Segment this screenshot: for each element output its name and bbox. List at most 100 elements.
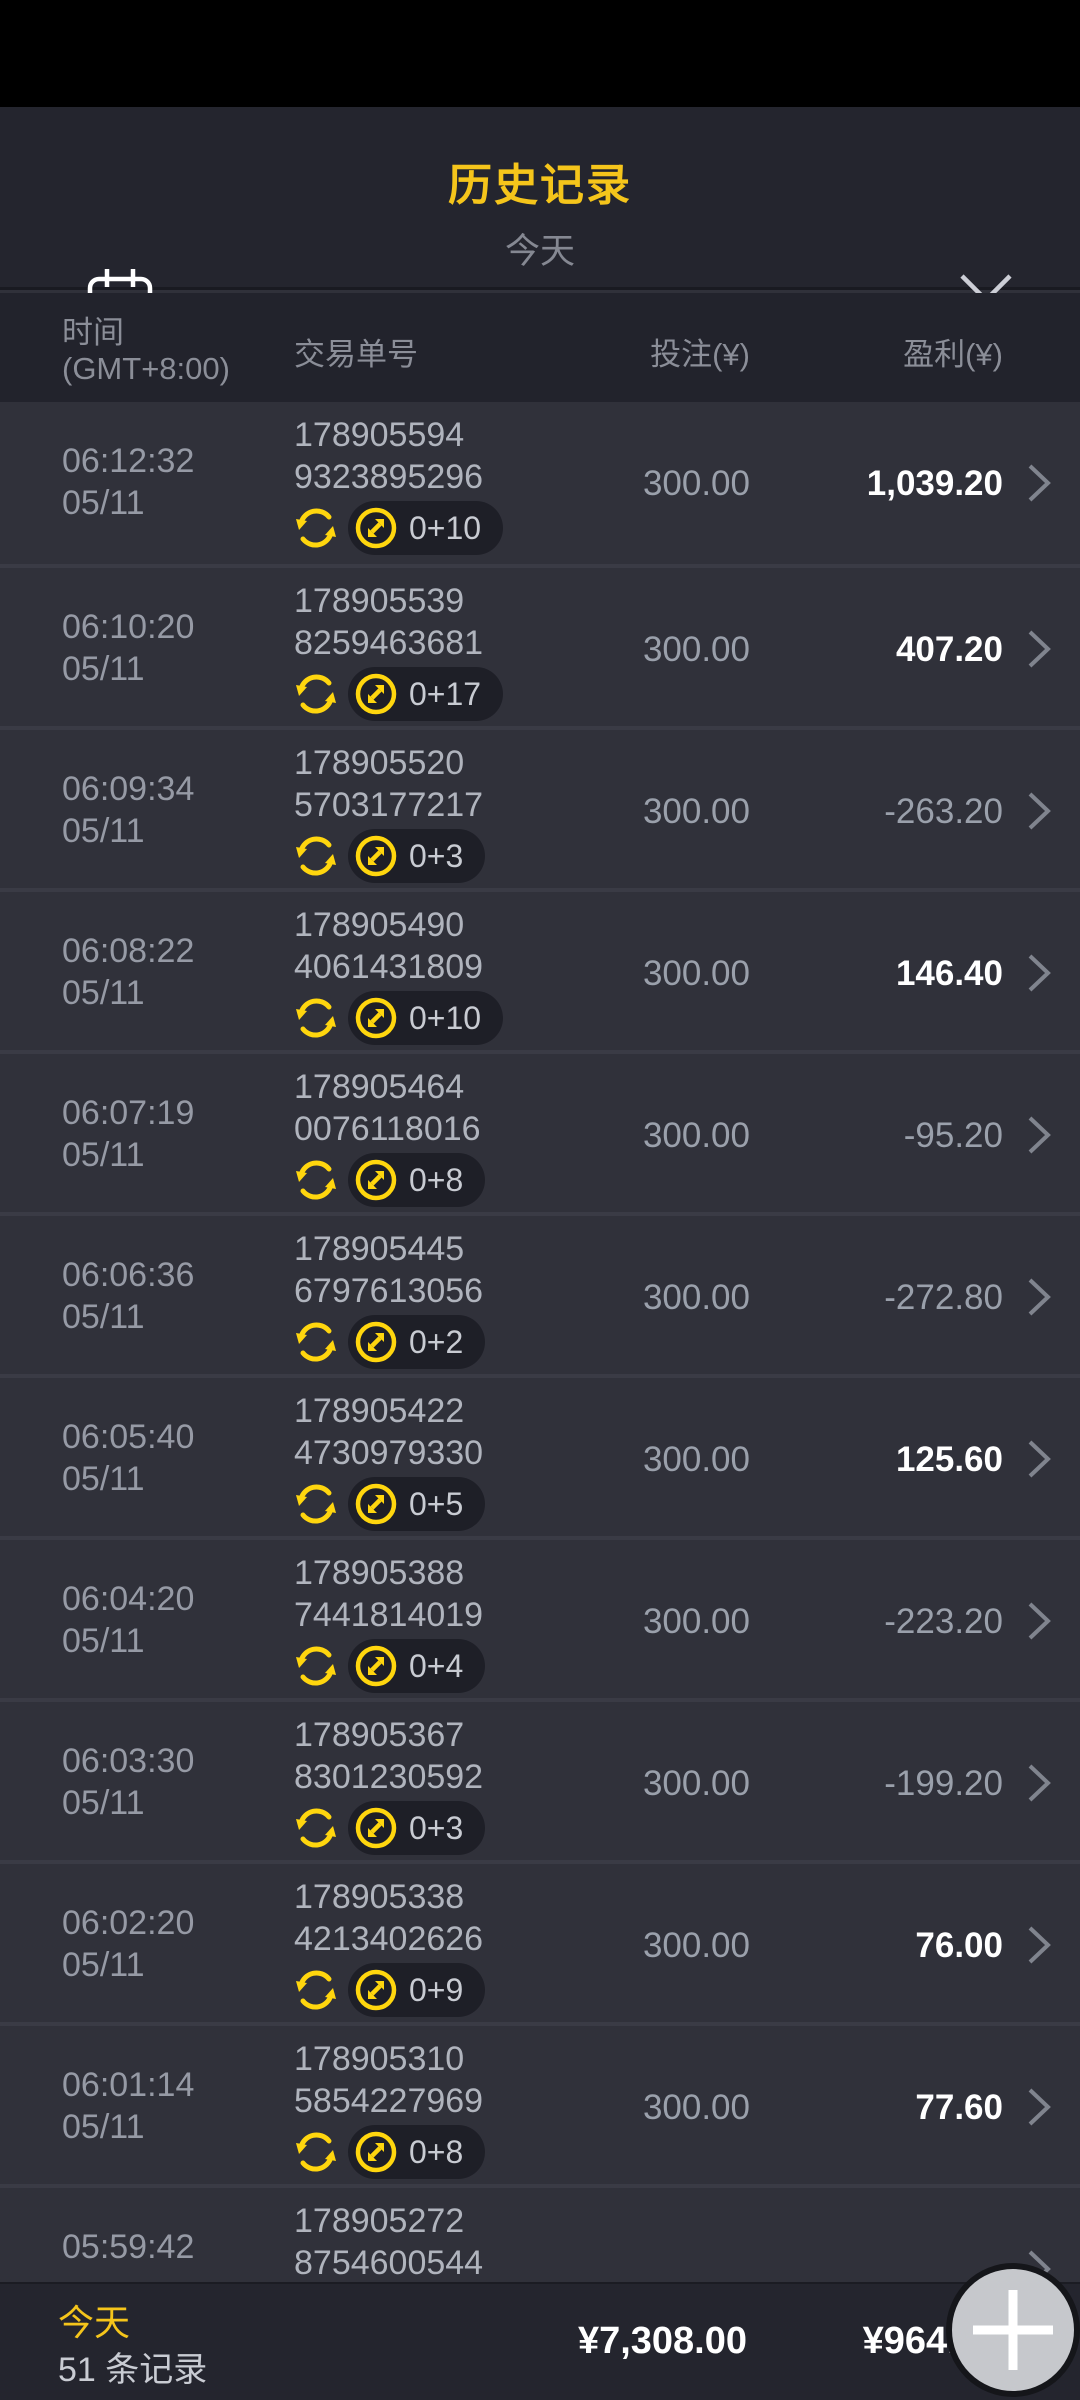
table-row[interactable]: 05:59:42 178905272 8754600544 xyxy=(0,2184,1080,2282)
duration-pill: 0+2 xyxy=(348,1315,486,1369)
duration-pill: 0+8 xyxy=(348,1153,486,1207)
row-time: 06:06:36 xyxy=(62,1256,195,1294)
row-date: 05/11 xyxy=(62,1946,145,1984)
summary-footer: 今天 51 条记录 ¥7,308.00 ¥964.94 xyxy=(0,2282,1080,2400)
col-header-order: 交易单号 xyxy=(294,337,418,372)
order-id-line1: 178905445 xyxy=(294,1230,465,1268)
row-icons: 0+8 xyxy=(292,2125,486,2179)
chevron-right-icon[interactable] xyxy=(1026,790,1052,832)
duration-badge: 0+8 xyxy=(409,1161,464,1198)
table-row[interactable]: 06:01:14 05/11 178905310 5854227969 0+8 xyxy=(0,2022,1080,2184)
duration-pill: 0+3 xyxy=(348,829,486,883)
chevron-right-icon[interactable] xyxy=(1026,1276,1052,1318)
refresh-icon xyxy=(296,1646,336,1686)
duration-pill: 0+10 xyxy=(348,501,504,555)
bet-amount: 300.00 xyxy=(642,1278,750,1317)
profit-amount: 1,039.20 xyxy=(866,464,1003,503)
order-id-line2: 9323895296 xyxy=(294,458,484,496)
refresh-icon xyxy=(296,1808,336,1848)
bet-amount: 300.00 xyxy=(642,1602,750,1641)
chevron-right-icon[interactable] xyxy=(1026,1438,1052,1480)
order-id-line1: 178905539 xyxy=(294,582,465,620)
row-icons: 0+5 xyxy=(292,1477,486,1531)
chevron-right-icon[interactable] xyxy=(1026,1924,1052,1966)
table-row[interactable]: 06:03:30 05/11 178905367 8301230592 0+3 xyxy=(0,1698,1080,1860)
row-time: 06:09:34 xyxy=(62,770,195,808)
status-bar xyxy=(0,0,1080,107)
row-icons: 0+3 xyxy=(292,1801,486,1855)
row-time: 06:12:32 xyxy=(62,442,195,480)
refresh-icon xyxy=(296,2132,336,2172)
row-date: 05/11 xyxy=(62,974,145,1012)
row-date: 05/11 xyxy=(62,1460,145,1498)
table-row[interactable]: 06:12:32 05/11 178905594 9323895296 0+10 xyxy=(0,402,1080,564)
page-subtitle: 今天 xyxy=(504,232,575,271)
footer-total-bet: ¥7,308.00 xyxy=(577,2320,747,2362)
refresh-icon xyxy=(296,1970,336,2010)
bet-amount: 300.00 xyxy=(642,954,750,993)
col-header-profit: 盈利(¥) xyxy=(903,337,1003,372)
row-icons: 0+10 xyxy=(292,501,504,555)
duration-pill: 0+10 xyxy=(348,991,504,1045)
row-icons: 0+17 xyxy=(292,667,504,721)
row-icons: 0+4 xyxy=(292,1639,486,1693)
trend-arrows-icon xyxy=(355,997,397,1039)
bet-amount: 300.00 xyxy=(642,1116,750,1155)
trend-arrows-icon xyxy=(355,1807,397,1849)
order-id-line2: 0076118016 xyxy=(294,1110,481,1148)
duration-pill: 0+3 xyxy=(348,1801,486,1855)
order-id-line1: 178905338 xyxy=(294,1878,465,1916)
table-row[interactable]: 06:06:36 05/11 178905445 6797613056 0+2 xyxy=(0,1212,1080,1374)
col-header-timezone: (GMT+8:00) xyxy=(62,351,230,386)
table-row[interactable]: 06:07:19 05/11 178905464 0076118016 0+8 xyxy=(0,1050,1080,1212)
footer-record-count: 51 条记录 xyxy=(58,2351,208,2389)
table-row[interactable]: 06:02:20 05/11 178905338 4213402626 0+9 xyxy=(0,1860,1080,2022)
order-id-line2: 8301230592 xyxy=(294,1758,484,1796)
duration-badge: 0+5 xyxy=(409,1485,464,1522)
history-list: 06:12:32 05/11 178905594 9323895296 0+10 xyxy=(0,402,1080,2282)
row-time: 06:04:20 xyxy=(62,1580,195,1618)
chevron-right-icon[interactable] xyxy=(1026,952,1052,994)
profit-amount: -223.20 xyxy=(884,1602,1003,1641)
profit-amount: 77.60 xyxy=(915,2088,1003,2127)
row-time: 06:08:22 xyxy=(62,932,195,970)
row-date: 05/11 xyxy=(62,1136,145,1174)
order-id-line1: 178905272 xyxy=(294,2202,465,2240)
order-id-line2: 5854227969 xyxy=(294,2082,484,2120)
chevron-right-icon[interactable] xyxy=(1026,1762,1052,1804)
table-row[interactable]: 06:05:40 05/11 178905422 4730979330 0+5 xyxy=(0,1374,1080,1536)
duration-pill: 0+9 xyxy=(348,1963,486,2017)
profit-amount: -95.20 xyxy=(903,1116,1003,1155)
bet-amount: 300.00 xyxy=(642,792,750,831)
footer-period: 今天 xyxy=(58,2302,131,2343)
trend-arrows-icon xyxy=(355,673,397,715)
row-time: 06:10:20 xyxy=(62,608,195,646)
duration-badge: 0+10 xyxy=(409,999,482,1036)
refresh-icon xyxy=(296,674,336,714)
table-row[interactable]: 06:09:34 05/11 178905520 5703177217 0+3 xyxy=(0,726,1080,888)
duration-pill: 0+4 xyxy=(348,1639,486,1693)
page-title: 历史记录 xyxy=(448,161,632,210)
chevron-right-icon[interactable] xyxy=(1026,628,1052,670)
duration-badge: 0+10 xyxy=(409,509,482,546)
add-button[interactable] xyxy=(946,2263,1080,2397)
refresh-icon xyxy=(296,1484,336,1524)
duration-badge: 0+17 xyxy=(409,675,482,712)
chevron-right-icon[interactable] xyxy=(1026,1114,1052,1156)
profit-amount: -263.20 xyxy=(884,792,1003,831)
bet-amount: 300.00 xyxy=(642,1764,750,1803)
table-row[interactable]: 06:04:20 05/11 178905388 7441814019 0+4 xyxy=(0,1536,1080,1698)
duration-badge: 0+9 xyxy=(409,1971,464,2008)
row-time: 05:59:42 xyxy=(62,2228,195,2266)
table-header: 时间 (GMT+8:00) 交易单号 投注(¥) 盈利(¥) xyxy=(0,293,1080,402)
chevron-right-icon[interactable] xyxy=(1026,2086,1052,2128)
order-id-line2: 8259463681 xyxy=(294,624,484,662)
chevron-right-icon[interactable] xyxy=(1026,462,1052,504)
refresh-icon xyxy=(296,1322,336,1362)
duration-pill: 0+8 xyxy=(348,2125,486,2179)
order-id-line1: 178905422 xyxy=(294,1392,465,1430)
table-row[interactable]: 06:08:22 05/11 178905490 4061431809 0+10 xyxy=(0,888,1080,1050)
chevron-right-icon[interactable] xyxy=(1026,1600,1052,1642)
table-row[interactable]: 06:10:20 05/11 178905539 8259463681 0+17 xyxy=(0,564,1080,726)
